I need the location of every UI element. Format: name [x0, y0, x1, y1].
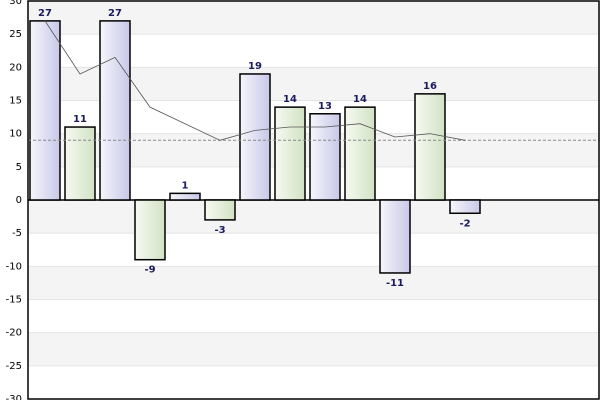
y-tick-label: -10 — [6, 261, 22, 272]
bar — [344, 106, 376, 201]
bar — [274, 106, 306, 201]
y-tick-label: 30 — [9, 0, 22, 7]
value-label: 13 — [318, 101, 332, 112]
bar — [239, 73, 271, 201]
value-label: 14 — [353, 94, 367, 105]
value-label: 27 — [108, 8, 122, 19]
trend-line — [44, 20, 466, 141]
value-label: 19 — [248, 61, 262, 72]
value-label: 11 — [73, 114, 87, 125]
bar — [204, 199, 236, 221]
bar — [134, 199, 166, 261]
value-label: -11 — [386, 278, 404, 289]
value-label: -3 — [214, 225, 225, 236]
bar — [64, 126, 96, 201]
value-label: -9 — [144, 265, 155, 276]
band — [28, 332, 599, 366]
y-tick-label: -5 — [12, 228, 22, 239]
y-tick-label: -15 — [6, 295, 22, 306]
bar — [29, 20, 61, 201]
plot-frame — [27, 0, 600, 400]
y-tick-label: -20 — [6, 328, 22, 339]
value-label: 1 — [182, 180, 189, 191]
y-tick-label: 25 — [9, 29, 22, 40]
value-label: -2 — [459, 218, 470, 229]
y-tick-label: -30 — [6, 394, 22, 400]
y-tick-label: -25 — [6, 361, 22, 372]
value-label: 14 — [283, 94, 297, 105]
bar — [414, 93, 446, 201]
bar — [99, 20, 131, 201]
y-tick-label: 20 — [9, 62, 22, 73]
bar — [169, 192, 201, 201]
band — [28, 200, 599, 234]
y-tick-label: 5 — [16, 162, 22, 173]
value-label: 16 — [423, 81, 437, 92]
y-tick-label: 15 — [9, 96, 22, 107]
bar — [309, 113, 341, 201]
bar — [449, 199, 481, 215]
band — [28, 266, 599, 300]
y-tick-label: 0 — [16, 195, 22, 206]
value-label: 27 — [38, 8, 52, 19]
bar — [379, 199, 411, 274]
y-tick-label: 10 — [9, 129, 22, 140]
